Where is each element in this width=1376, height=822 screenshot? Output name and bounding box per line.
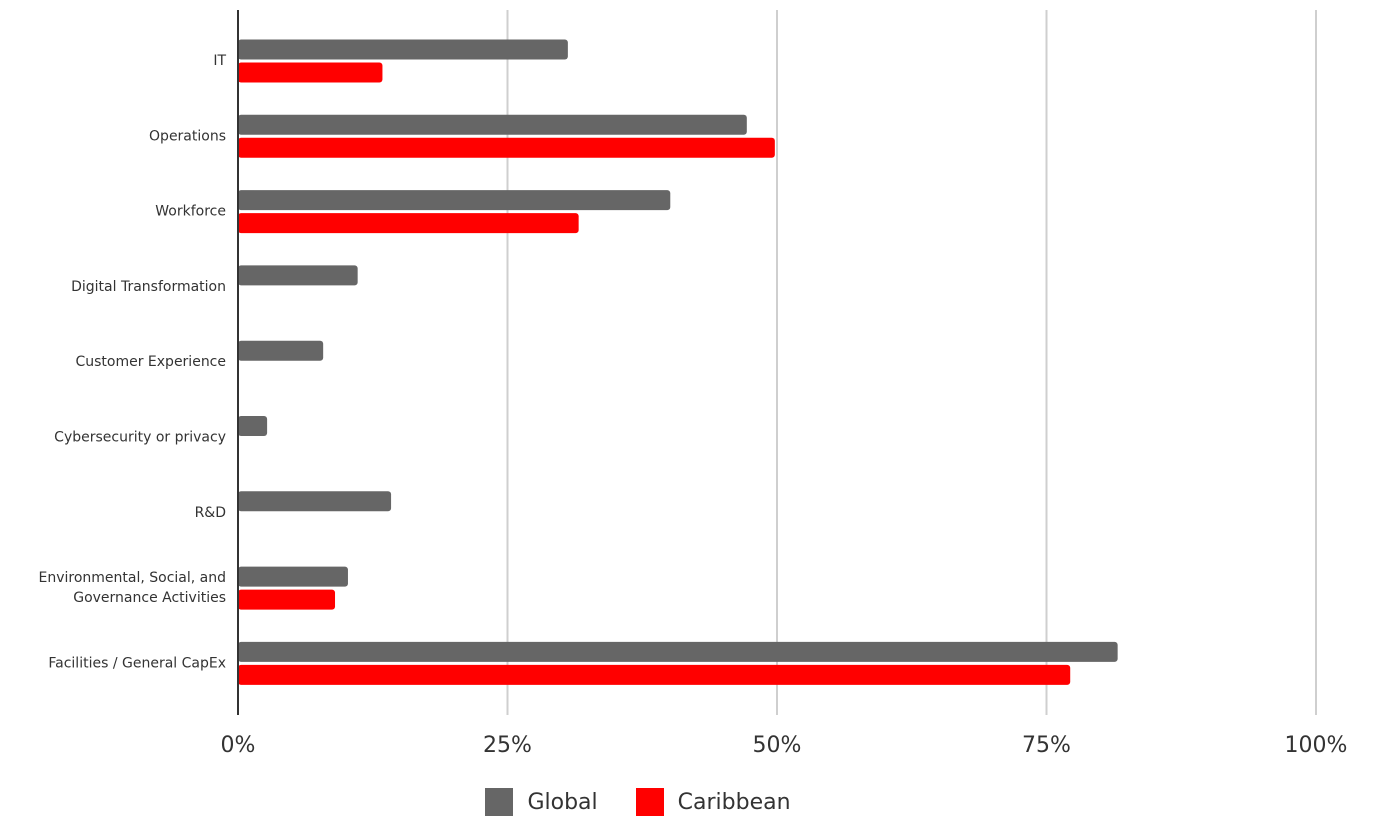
gridlines xyxy=(506,10,1317,715)
bar-global-4 xyxy=(238,340,324,361)
bar-caribbean-2 xyxy=(238,213,579,234)
bar-global-0 xyxy=(238,39,568,60)
legend-swatch-caribbean xyxy=(635,788,664,816)
bar-caribbean-7 xyxy=(238,589,336,610)
bars xyxy=(238,39,1118,685)
bar-global-2 xyxy=(238,190,671,211)
legend: Global Caribbean xyxy=(0,782,1376,822)
legend-item-global: Global xyxy=(485,788,598,816)
category-label: Cybersecurity or privacy xyxy=(54,430,226,446)
category-label: Governance Activities xyxy=(73,590,226,606)
category-label: Operations xyxy=(149,128,226,144)
legend-item-caribbean: Caribbean xyxy=(635,788,791,816)
x-tick-label: 100% xyxy=(1285,733,1348,758)
x-tick-label: 25% xyxy=(483,733,532,758)
x-tick-label: 75% xyxy=(1022,733,1071,758)
bar-caribbean-0 xyxy=(238,62,383,83)
bar-global-7 xyxy=(238,566,348,587)
bar-global-6 xyxy=(238,491,392,512)
category-label: Workforce xyxy=(155,204,226,220)
legend-label-caribbean: Caribbean xyxy=(677,789,791,815)
category-label: Facilities / General CapEx xyxy=(48,655,226,671)
x-tick-label: 0% xyxy=(221,733,256,758)
category-label: IT xyxy=(213,53,226,69)
bar-global-8 xyxy=(238,641,1118,662)
bar-global-3 xyxy=(238,265,358,286)
category-label: Environmental, Social, and xyxy=(38,570,226,586)
category-labels: IT Operations Workforce Digital Transformat… xyxy=(38,53,226,671)
bar-chart: IT Operations Workforce Digital Transformat… xyxy=(38,10,1348,758)
bar-global-1 xyxy=(238,114,747,135)
category-label: Customer Experience xyxy=(75,354,226,370)
x-tick-labels: 0% 25% 50% 75% 100% xyxy=(221,733,1348,758)
category-label: R&D xyxy=(195,505,226,521)
bar-caribbean-8 xyxy=(238,664,1071,685)
bar-global-5 xyxy=(238,416,268,436)
bar-caribbean-1 xyxy=(238,137,775,158)
category-label: Digital Transformation xyxy=(71,279,226,295)
legend-swatch-global xyxy=(485,788,514,816)
legend-label-global: Global xyxy=(527,789,598,815)
x-tick-label: 50% xyxy=(753,733,802,758)
